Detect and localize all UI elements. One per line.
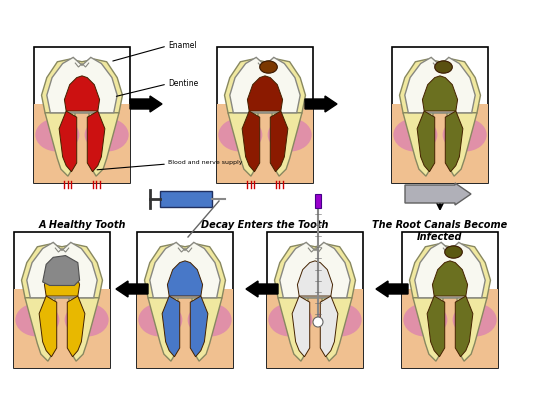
Ellipse shape [393,119,437,152]
Polygon shape [162,296,180,357]
Polygon shape [47,58,117,113]
Polygon shape [298,261,333,296]
Polygon shape [409,245,490,298]
Bar [14,290,110,368]
Polygon shape [242,112,260,172]
Polygon shape [89,113,119,177]
FancyArrow shape [305,97,337,113]
Polygon shape [168,261,203,296]
Polygon shape [423,77,457,112]
Polygon shape [322,298,352,361]
Polygon shape [59,112,77,172]
Polygon shape [433,261,468,296]
Polygon shape [224,60,305,113]
Ellipse shape [268,119,312,152]
Ellipse shape [403,303,447,337]
FancyArrow shape [116,281,148,297]
Polygon shape [150,243,220,298]
Bar [267,290,364,368]
FancyArrow shape [376,281,408,297]
Text: Dentine: Dentine [168,78,198,87]
Circle shape [313,317,323,327]
Ellipse shape [317,303,361,337]
Polygon shape [192,298,222,361]
Polygon shape [280,243,350,298]
Polygon shape [405,58,475,113]
Bar [34,105,131,184]
Ellipse shape [260,62,277,74]
Ellipse shape [268,303,312,337]
Text: A Healthy Tooth: A Healthy Tooth [38,219,126,229]
Polygon shape [67,296,85,357]
Text: Enamel: Enamel [168,41,197,49]
Polygon shape [39,296,57,357]
Ellipse shape [445,246,462,259]
Text: Blood and nerve supply: Blood and nerve supply [168,160,242,165]
Ellipse shape [188,303,231,337]
Bar [267,232,364,368]
Polygon shape [399,60,480,113]
Ellipse shape [64,303,109,337]
Bar [217,48,314,184]
Polygon shape [41,60,122,113]
Ellipse shape [35,119,79,152]
Polygon shape [25,298,55,361]
Bar [402,290,499,368]
Bar [315,194,321,209]
Polygon shape [69,298,99,361]
Polygon shape [228,113,258,177]
FancyArrow shape [246,281,278,297]
Polygon shape [457,298,487,361]
Ellipse shape [435,62,452,74]
Polygon shape [190,296,208,357]
Polygon shape [274,245,355,298]
Polygon shape [230,58,300,113]
Polygon shape [292,296,310,357]
Bar [160,192,212,207]
Text: Decay Enters the Tooth: Decay Enters the Tooth [201,219,329,229]
Polygon shape [447,113,477,177]
Bar [392,48,488,184]
Polygon shape [45,261,79,296]
Polygon shape [320,296,338,357]
Ellipse shape [452,303,496,337]
Ellipse shape [138,303,182,337]
Polygon shape [403,113,433,177]
Polygon shape [427,296,445,357]
Ellipse shape [85,119,128,152]
Polygon shape [455,296,473,357]
Polygon shape [87,112,105,172]
Polygon shape [144,245,225,298]
Polygon shape [21,245,102,298]
Polygon shape [148,298,178,361]
Bar [402,232,499,368]
Ellipse shape [218,119,262,152]
Polygon shape [64,77,100,112]
Bar [137,232,234,368]
Ellipse shape [442,119,487,152]
Polygon shape [42,256,79,286]
Ellipse shape [15,303,60,337]
Bar [137,290,234,368]
Polygon shape [272,113,302,177]
Polygon shape [27,243,97,298]
FancyArrow shape [405,184,471,205]
Polygon shape [247,77,283,112]
Text: The Root Canals Become
Infected: The Root Canals Become Infected [372,219,507,241]
FancyArrow shape [130,97,162,113]
Polygon shape [417,112,435,172]
Polygon shape [45,113,75,177]
Polygon shape [415,243,485,298]
Bar [34,48,131,184]
Bar [392,105,488,184]
Polygon shape [278,298,308,361]
Polygon shape [445,112,463,172]
Polygon shape [413,298,443,361]
Bar [217,105,314,184]
Polygon shape [271,112,288,172]
Bar [14,232,110,368]
